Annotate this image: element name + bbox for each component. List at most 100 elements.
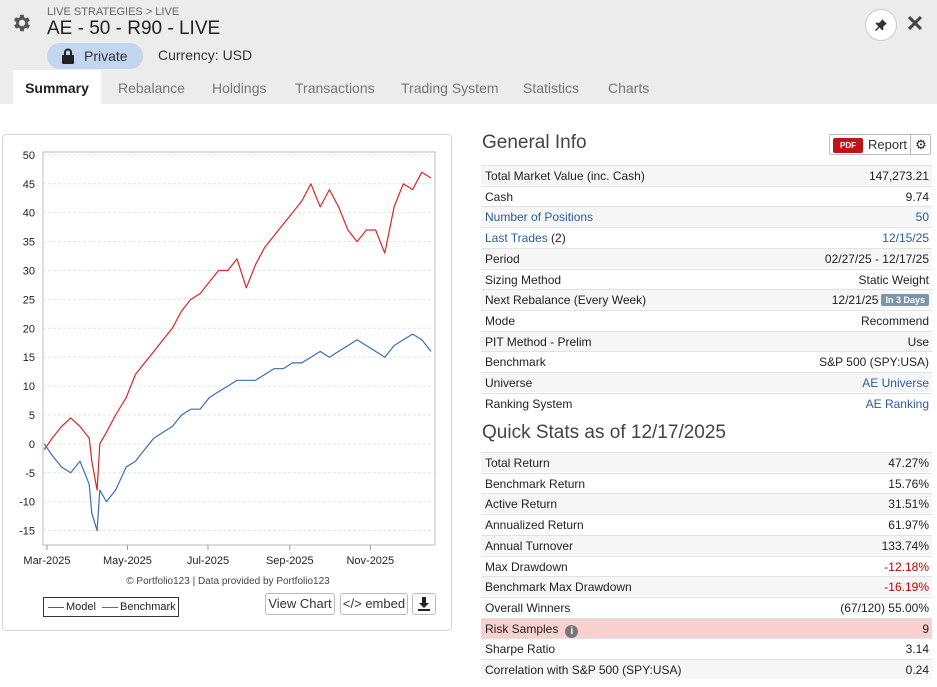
y-tick-label: 50 xyxy=(23,150,35,162)
qs-value-text: 3.14 xyxy=(905,642,929,657)
gi-label: Universe xyxy=(485,376,533,390)
gi-value: 9.74 xyxy=(906,190,929,204)
gi-value[interactable]: 50 xyxy=(916,210,929,224)
chart-panel: 50 45 40 35 30 25 20 15 10 5 0 -5 -10 -15 Mar-2025 May-… xyxy=(2,134,452,631)
qs-row: Sharpe Ratio 3.14 xyxy=(481,638,932,658)
gi-value-text: 50 xyxy=(915,210,929,225)
gi-value-text: 12/15/25 xyxy=(882,231,929,246)
rebalance-badge: In 3 Days xyxy=(881,294,929,307)
private-badge[interactable]: Private xyxy=(47,43,143,69)
gi-value[interactable]: 12/15/25 xyxy=(882,231,929,245)
gi-row: Total Market Value (inc. Cash) 147,273.21 xyxy=(481,165,932,185)
qs-label: Overall Winners xyxy=(485,600,571,615)
gi-label: Next Rebalance (Every Week) xyxy=(485,293,647,308)
info-icon[interactable]: i xyxy=(565,624,579,638)
qs-label: Risk Samples i xyxy=(485,622,579,638)
gi-row: Ranking System AE Ranking xyxy=(481,392,932,413)
gi-value: 147,273.21 xyxy=(869,169,929,183)
qs-label: Max Drawdown xyxy=(485,559,568,574)
gi-row: Next Rebalance (Every Week) 12/21/25 In 3 … xyxy=(481,289,932,310)
y-tick-label: -10 xyxy=(19,497,35,509)
tab-transactions[interactable]: Transactions xyxy=(295,80,375,96)
tab-trading-system[interactable]: Trading System xyxy=(401,80,499,96)
qs-value-text: 61.97% xyxy=(888,518,929,533)
qs-label: Sharpe Ratio xyxy=(485,642,556,657)
chart-credit: © Portfolio123 | Data provided by Portfo… xyxy=(126,576,330,587)
gi-label[interactable]: Last Trades (2) xyxy=(485,231,566,246)
gi-value[interactable]: AE Ranking xyxy=(866,397,929,411)
x-tick-label: Nov-2025 xyxy=(346,555,394,567)
tab-statistics[interactable]: Statistics xyxy=(523,80,580,96)
legend-model-swatch xyxy=(48,607,64,608)
y-tick-label: 45 xyxy=(23,179,35,191)
tab-rebalance[interactable]: Rebalance xyxy=(118,80,185,96)
qs-value-text: 47.27% xyxy=(888,456,929,470)
series-line-model xyxy=(43,171,432,491)
view-chart-button[interactable]: View Chart xyxy=(265,593,335,615)
gi-row: Cash 9.74 xyxy=(481,185,932,206)
qs-row: Annualized Return 61.97% xyxy=(481,514,932,534)
qs-value: 47.27% xyxy=(888,456,929,470)
qs-value-text: 133.74% xyxy=(881,538,929,553)
chart-legend: Model Benchmark xyxy=(43,597,179,617)
download-button[interactable] xyxy=(412,593,436,615)
pin-button[interactable] xyxy=(865,9,897,41)
qs-value-text: -12.18% xyxy=(884,559,929,574)
qs-label: Annualized Return xyxy=(485,518,584,533)
gi-value: 02/27/25 - 12/17/25 xyxy=(825,252,929,266)
close-icon[interactable]: ✕ xyxy=(905,11,925,36)
gi-value-text: 02/27/25 - 12/17/25 xyxy=(824,251,929,266)
qs-label: Correlation with S&P 500 (SPY:USA) xyxy=(485,663,682,677)
gi-value-text: AE Ranking xyxy=(865,396,929,411)
plot-area xyxy=(42,151,436,546)
qs-row: Max Drawdown -12.18% xyxy=(481,555,932,576)
gi-row: Period 02/27/25 - 12/17/25 xyxy=(481,247,932,268)
header-bar: LIVE STRATEGIES > LIVE AE - 50 - R90 - L… xyxy=(0,0,937,70)
gi-row: Benchmark S&P 500 (SPY:USA) xyxy=(481,351,932,371)
embed-button[interactable]: </> embed xyxy=(340,593,408,615)
qs-value: (67/120) 55.00% xyxy=(840,601,929,615)
qs-value: 61.97% xyxy=(888,518,929,532)
qs-value: 3.14 xyxy=(906,642,929,656)
report-button[interactable]: Report xyxy=(868,137,908,152)
tab-charts[interactable]: Charts xyxy=(608,80,650,96)
qs-value: 15.76% xyxy=(888,477,929,491)
gi-value-text: 147,273.21 xyxy=(868,169,929,183)
tab-holdings[interactable]: Holdings xyxy=(212,80,267,96)
qs-label: Total Return xyxy=(485,456,550,470)
gi-label: Mode xyxy=(485,313,516,328)
y-tick-label: 20 xyxy=(23,323,35,335)
gi-value: S&P 500 (SPY:USA) xyxy=(819,355,929,369)
tab-bar: Summary Rebalance Holdings Transactions … xyxy=(0,70,937,104)
pdf-icon[interactable]: PDF xyxy=(833,138,863,153)
gi-label: Benchmark xyxy=(485,355,546,370)
qs-value: 133.74% xyxy=(882,539,929,553)
x-tick-label: Jul-2025 xyxy=(187,555,229,567)
gi-value[interactable]: AE Universe xyxy=(862,376,929,390)
lock-icon xyxy=(62,48,74,64)
legend-benchmark-swatch xyxy=(102,607,118,608)
gi-value-text: AE Universe xyxy=(862,376,929,390)
gi-value-text: S&P 500 (SPY:USA) xyxy=(819,355,929,370)
qs-value-text: -16.19% xyxy=(884,580,929,595)
x-tick-label: Sep-2025 xyxy=(266,555,314,567)
breadcrumb[interactable]: LIVE STRATEGIES > LIVE xyxy=(47,6,180,18)
quick-stats-heading: Quick Stats as of 12/17/2025 xyxy=(482,422,726,443)
y-tick-label: 5 xyxy=(29,410,35,422)
report-settings-icon[interactable]: ⚙ xyxy=(910,135,931,154)
tab-summary[interactable]: Summary xyxy=(13,70,101,104)
y-tick-label: 25 xyxy=(23,294,35,306)
y-tick-label: 15 xyxy=(23,352,35,364)
gi-label[interactable]: Number of Positions xyxy=(485,210,594,225)
legend-benchmark-label: Benchmark xyxy=(120,601,176,613)
gi-label: Period xyxy=(485,251,520,266)
gi-value: Recommend xyxy=(861,314,929,328)
qs-value: -12.18% xyxy=(884,560,929,574)
gi-label: Sizing Method xyxy=(485,272,562,287)
qs-value: 0.24 xyxy=(906,663,929,677)
legend-model-label: Model xyxy=(66,601,96,613)
qs-value: 9 xyxy=(922,622,929,636)
x-tick-label: Mar-2025 xyxy=(23,555,70,567)
gear-icon[interactable] xyxy=(11,12,33,34)
